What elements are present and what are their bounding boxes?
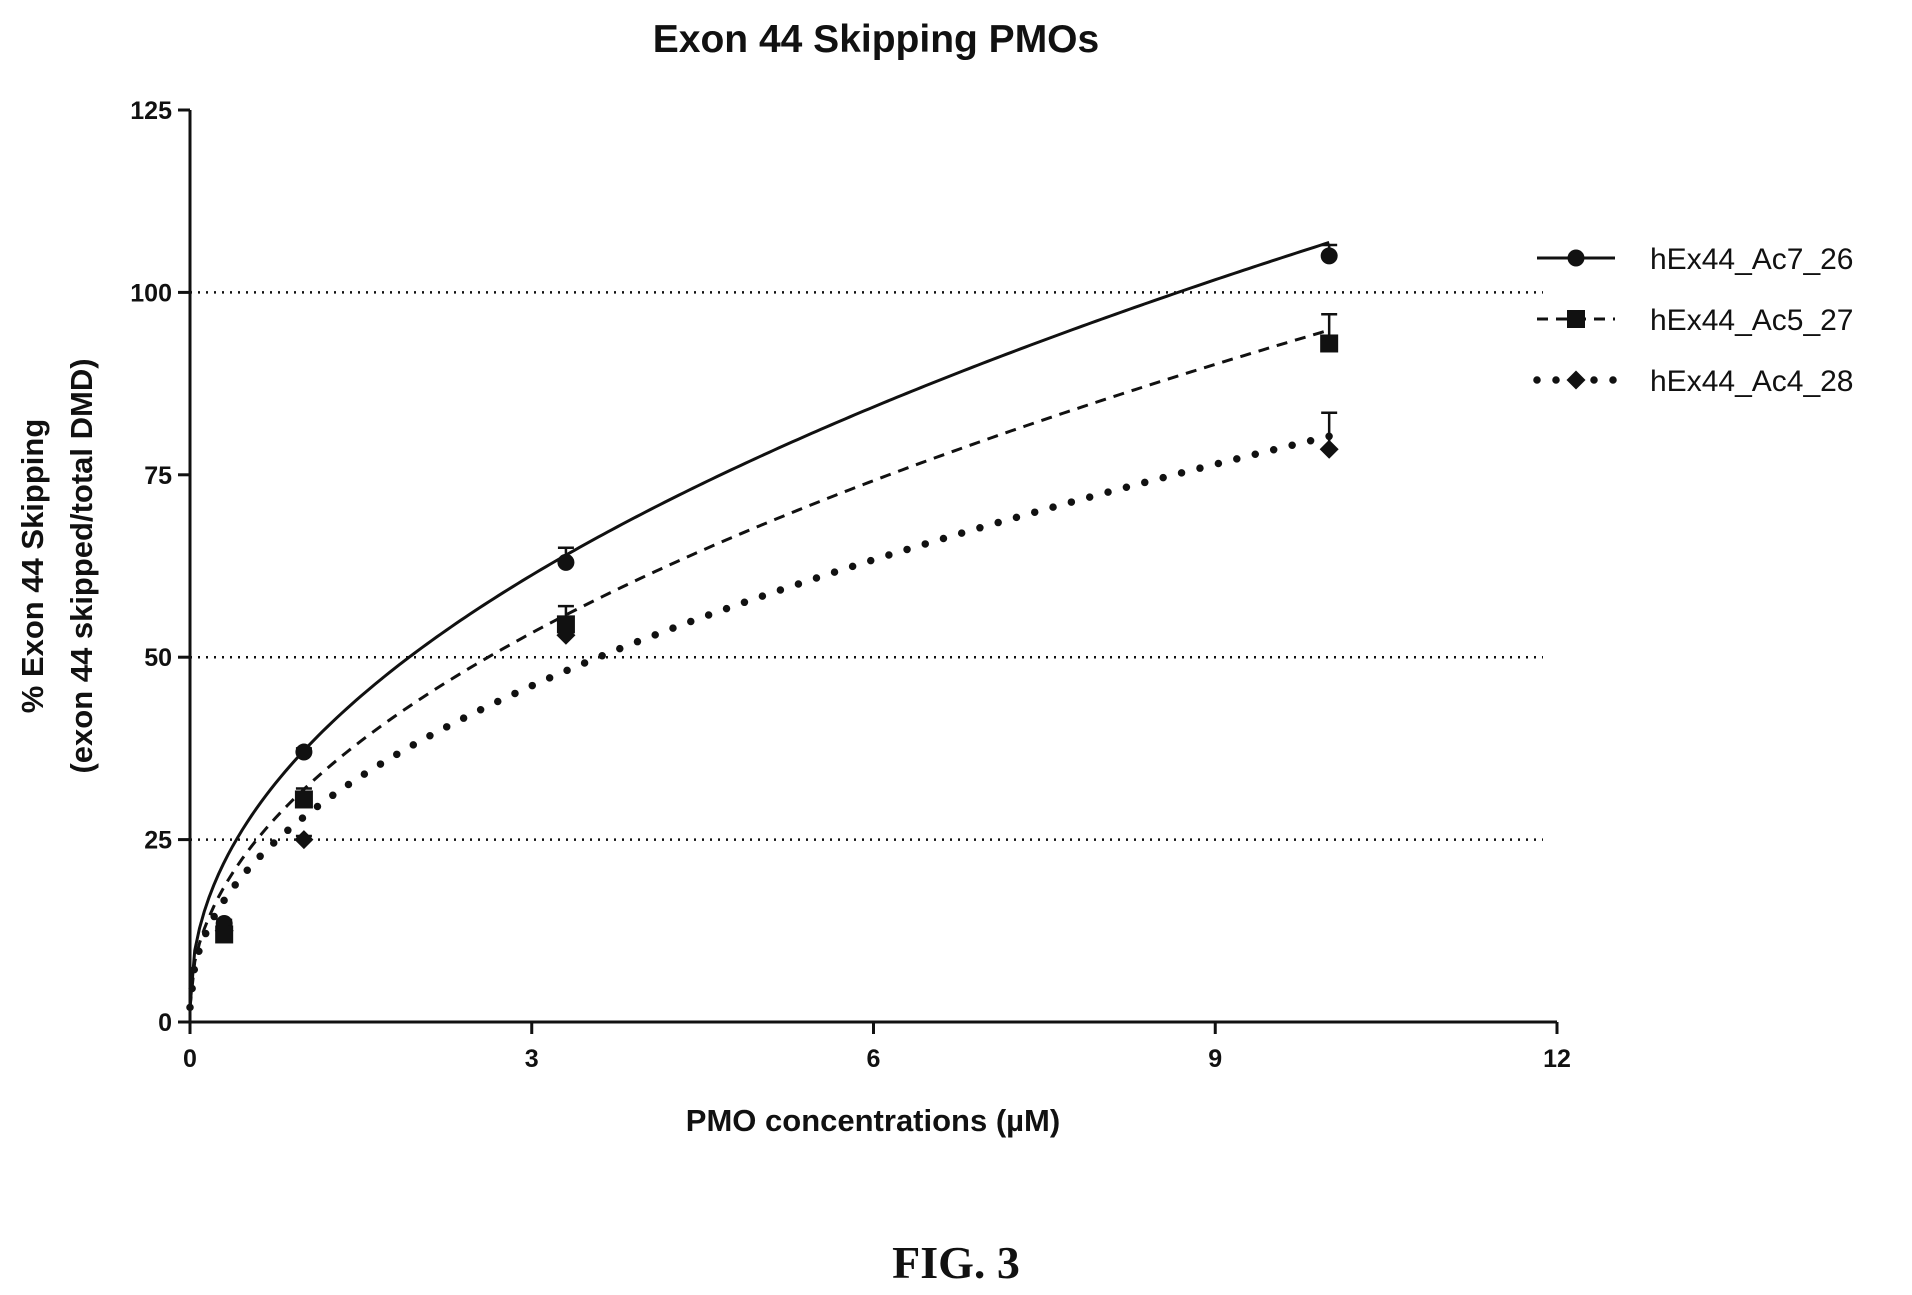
legend-marker-hex44-ac5-27	[1567, 310, 1585, 328]
y-tick-label: 50	[144, 644, 172, 672]
x-tick-label: 12	[1543, 1045, 1571, 1073]
y-tick-label: 100	[130, 279, 172, 307]
point-hex44-ac5-27	[556, 615, 575, 634]
curve-hex44-ac5-27	[188, 328, 1330, 1008]
data-markers	[214, 247, 1339, 944]
y-axis-ticks: 0 25 50 75 100 125	[130, 97, 190, 1037]
x-tick-label: 3	[525, 1045, 539, 1073]
y-axis-title-line2: (exon 44 skipped/total DMD)	[64, 358, 99, 773]
legend-marker-hex44-ac4-28	[1566, 370, 1586, 390]
point-hex44-ac4-28	[214, 921, 234, 941]
point-hex44-ac7-26	[1320, 247, 1338, 265]
legend-label-hex44-ac4-28: hEx44_Ac4_28	[1650, 365, 1854, 398]
y-tick-label: 0	[158, 1009, 172, 1037]
legend: hEx44_Ac7_26 hEx44_Ac5_27 hEx44_Ac4_28	[1533, 243, 1854, 398]
curve-hex44-ac7-26	[188, 241, 1330, 1008]
y-tick-label: 75	[144, 462, 172, 490]
y-tick-label: 25	[144, 827, 172, 855]
legend-label-hex44-ac7-26: hEx44_Ac7_26	[1650, 243, 1854, 276]
legend-marker-hex44-ac7-26	[1567, 249, 1585, 267]
x-tick-label: 9	[1208, 1045, 1222, 1073]
point-hex44-ac4-28	[1319, 439, 1339, 459]
point-hex44-ac7-26	[295, 743, 313, 761]
chart-title: Exon 44 Skipping PMOs	[653, 18, 1099, 61]
x-axis-title: PMO concentrations (µM)	[686, 1103, 1060, 1138]
y-tick-label: 125	[130, 97, 172, 125]
point-hex44-ac4-28	[294, 830, 314, 850]
figure-caption: FIG. 3	[892, 1237, 1020, 1288]
fit-curves	[186, 241, 1333, 1012]
point-hex44-ac7-26	[557, 553, 575, 571]
curve-hex44-ac4-28	[186, 432, 1333, 1012]
point-hex44-ac4-28	[556, 625, 576, 645]
reference-lines	[190, 291, 1543, 841]
y-axis-title-line1: % Exon 44 Skipping	[15, 419, 50, 714]
x-tick-label: 0	[183, 1045, 197, 1073]
x-axis-ticks: 0 3 6 9 12	[183, 1022, 1571, 1073]
point-hex44-ac5-27	[1320, 334, 1339, 353]
legend-label-hex44-ac5-27: hEx44_Ac5_27	[1650, 304, 1854, 337]
point-hex44-ac5-27	[294, 790, 313, 809]
x-tick-label: 6	[867, 1045, 881, 1073]
